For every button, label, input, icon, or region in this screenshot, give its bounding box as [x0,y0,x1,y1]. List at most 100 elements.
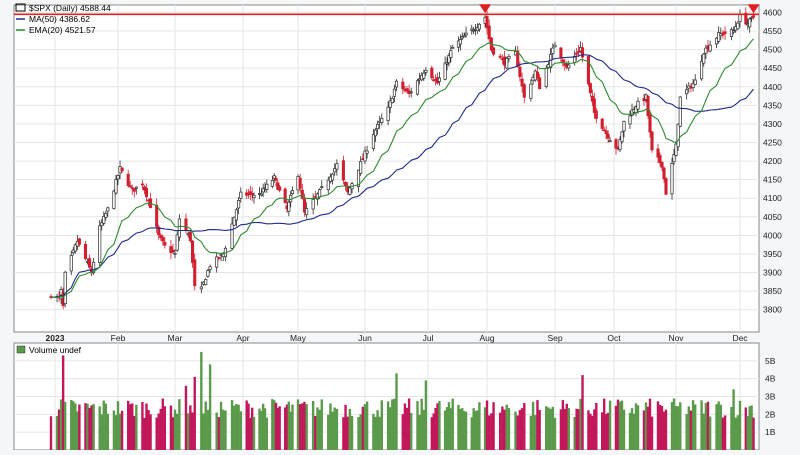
volume-bar [250,407,254,450]
volume-bar [393,398,396,450]
volume-bar [141,402,144,450]
volume-swatch [16,345,26,354]
volume-bar [104,403,108,450]
volume-bar [646,406,650,450]
volume-bar [523,403,526,450]
candle-body [193,259,197,287]
price-tick-label: 4100 [763,193,782,203]
candle-body [343,181,348,186]
candle-body [290,190,295,195]
candle-body [69,255,73,272]
volume-bar [470,417,473,450]
volume-bar [163,406,167,450]
volume-bar [230,400,234,450]
candle-body [622,121,626,132]
volume-bar [656,401,660,450]
volume-bar [57,409,61,450]
volume-bar [245,400,248,450]
candle-body [422,72,426,79]
volume-bar [305,404,308,450]
candle-body [602,129,606,132]
volume-bar [327,414,330,450]
candle-body [265,183,269,190]
volume-bar [403,403,407,450]
volume-bar [291,404,294,450]
volume-bar [593,409,596,450]
candle-body [505,58,509,69]
volume-bar [276,407,280,450]
volume-bar [401,414,404,450]
volume-bar [342,417,345,450]
volume-bar [518,410,522,450]
legend-volume: Volume undef [29,345,82,355]
candle-body [674,143,678,156]
volume-bar [516,415,519,450]
candle-body [92,261,96,274]
volume-bar [490,413,493,450]
candle-body [283,188,287,203]
candle-body [662,167,666,180]
volume-bar [178,399,181,450]
candle-body [586,56,590,85]
volume-bar [296,399,300,450]
volume-bar [416,401,419,450]
volume-bar [529,415,533,450]
volume-bar [575,408,578,450]
volume-bar [98,406,101,450]
volume-bar [549,408,552,450]
volume-legend: Volume undef [16,345,82,355]
volume-bar [424,380,428,450]
candle-body [215,256,219,268]
volume-bar [487,415,491,450]
legend-ma50: MA(50) 4386.62 [29,14,90,24]
volume-bar [88,407,91,450]
volume-bar [335,408,339,450]
candle-body [87,258,92,268]
candle-body [646,96,650,116]
volume-bar [430,417,434,450]
volume-bar [233,405,236,450]
month-tick-label: Feb [111,333,126,343]
candle-body [650,131,654,151]
volume-bar [434,407,437,450]
volume-bar [706,401,710,450]
legend-symbol: $SPX (Daily) 4588.44 [29,3,111,13]
candle-body [704,47,708,54]
volume-bar [261,403,265,450]
volume-bar [106,413,110,450]
candle-body [751,15,756,18]
candle-body [415,80,420,95]
volume-bar [505,404,508,450]
candle-body [274,177,278,181]
volume-bar [563,409,567,450]
volume-gridlines [14,360,759,433]
candle-body [685,89,689,95]
volume-bar [206,409,210,450]
candle-body [237,200,241,209]
candle-body [359,161,363,174]
price-tick-label: 4300 [763,119,782,129]
volume-bar [222,409,225,450]
candle-body [717,32,721,42]
candle-body [604,130,608,135]
candle-body [561,59,565,63]
volume-bar [204,401,207,450]
volume-bar [314,415,317,450]
candle-body [259,193,263,196]
volume-bar [361,406,365,450]
month-tick-label: Jun [358,333,372,343]
candle-body [551,47,555,54]
volume-bar [271,399,274,450]
volume-bar [702,413,705,450]
candle-body [660,161,664,168]
volume-bar [545,406,548,450]
volume-bar [420,398,423,450]
volume-bar [483,407,487,450]
candle-body [618,139,622,150]
candle-body [155,204,159,227]
volume-bar [263,408,267,450]
volume-bars [49,351,755,450]
candle-body [326,179,330,191]
volume-bar [169,405,173,450]
volume-bar [715,404,718,450]
